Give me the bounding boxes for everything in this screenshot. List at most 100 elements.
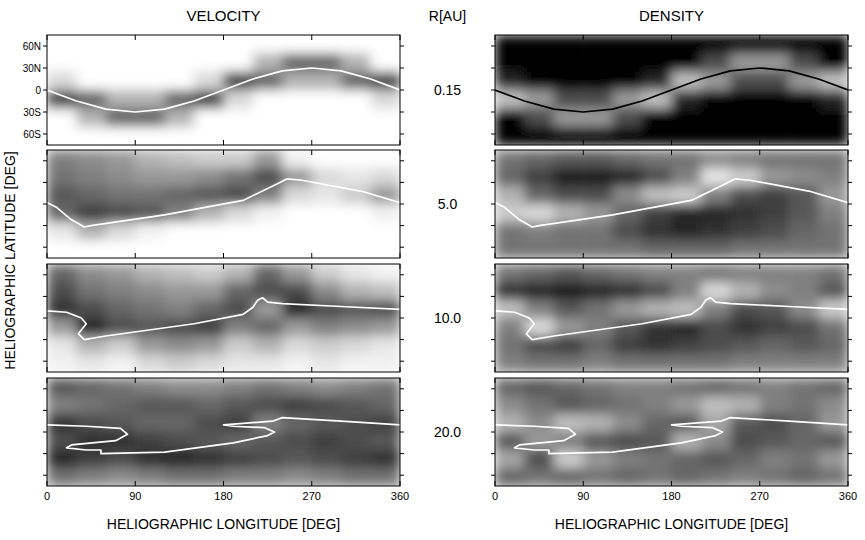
cell [253, 35, 283, 54]
plot-area [47, 150, 400, 258]
cell [524, 354, 554, 372]
cell [583, 204, 613, 223]
radius-label: 5.0 [438, 196, 458, 212]
cell [106, 53, 136, 72]
x-tick [583, 150, 584, 155]
cell [253, 222, 283, 241]
y-tick [43, 160, 47, 161]
cell [135, 186, 165, 205]
cell [47, 186, 77, 205]
x-tick [848, 253, 849, 258]
y-tick [400, 46, 404, 47]
x-tick [47, 140, 48, 145]
cell [224, 264, 254, 283]
cell [194, 168, 224, 187]
cell [760, 72, 790, 91]
cell [583, 72, 613, 91]
cell [760, 150, 790, 169]
cell [76, 264, 106, 283]
cell [76, 127, 106, 145]
cell [672, 150, 702, 169]
cell [165, 72, 195, 91]
cell [583, 318, 613, 337]
x-tick-label: 270 [303, 490, 321, 502]
cell [524, 108, 554, 127]
y-tick [491, 296, 495, 297]
y-tick [848, 90, 852, 91]
cell [76, 186, 106, 205]
y-tick [491, 160, 495, 161]
cell [371, 318, 400, 337]
cell [583, 222, 613, 241]
y-tick-label: 60N [23, 41, 41, 52]
y-tick [43, 274, 47, 275]
current-sheet [47, 418, 400, 454]
x-tick [135, 35, 136, 40]
x-tick [671, 35, 672, 40]
cell [224, 240, 254, 258]
cell [312, 414, 342, 433]
cell [47, 264, 77, 283]
cell [312, 468, 342, 486]
cell [672, 336, 702, 355]
y-tick [43, 225, 47, 226]
cell [312, 336, 342, 355]
x-tick [400, 378, 401, 383]
cell [224, 127, 254, 145]
cell [312, 108, 342, 127]
cell [165, 127, 195, 145]
x-tick [223, 253, 224, 258]
cell [312, 318, 342, 337]
cell [165, 282, 195, 301]
cell [312, 432, 342, 451]
cell [524, 53, 554, 72]
cell [341, 127, 371, 145]
cell [524, 186, 554, 205]
plot-area [495, 35, 848, 145]
cell [701, 354, 731, 372]
cell [730, 468, 760, 486]
x-tick [495, 35, 496, 40]
cell [613, 300, 643, 319]
cell [524, 414, 554, 433]
cell [672, 222, 702, 241]
cell [819, 168, 848, 187]
cell [165, 378, 195, 397]
cell [194, 450, 224, 469]
cell [819, 35, 848, 54]
cell [495, 318, 525, 337]
cell [730, 127, 760, 145]
cell [76, 354, 106, 372]
cell [672, 204, 702, 223]
cell [583, 186, 613, 205]
cell [554, 336, 584, 355]
cell [224, 168, 254, 187]
cell [194, 240, 224, 258]
cell [524, 282, 554, 301]
x-tick [47, 481, 48, 486]
cell [106, 90, 136, 109]
y-tick [848, 410, 852, 411]
plot-area [47, 35, 400, 145]
y-tick [43, 112, 47, 113]
cell [106, 282, 136, 301]
y-tick [491, 204, 495, 205]
cell [76, 53, 106, 72]
y-tick [400, 225, 404, 226]
x-tick [495, 140, 496, 145]
y-tick [43, 432, 47, 433]
cell [495, 240, 525, 258]
cell [760, 300, 790, 319]
cell [135, 127, 165, 145]
cell [253, 450, 283, 469]
cell [789, 432, 819, 451]
cell [224, 318, 254, 337]
cell [642, 186, 672, 205]
x-tick [47, 35, 48, 40]
cell [672, 282, 702, 301]
cell [341, 222, 371, 241]
cell [282, 222, 312, 241]
cell [789, 240, 819, 258]
cell [135, 468, 165, 486]
x-tick [759, 253, 760, 258]
